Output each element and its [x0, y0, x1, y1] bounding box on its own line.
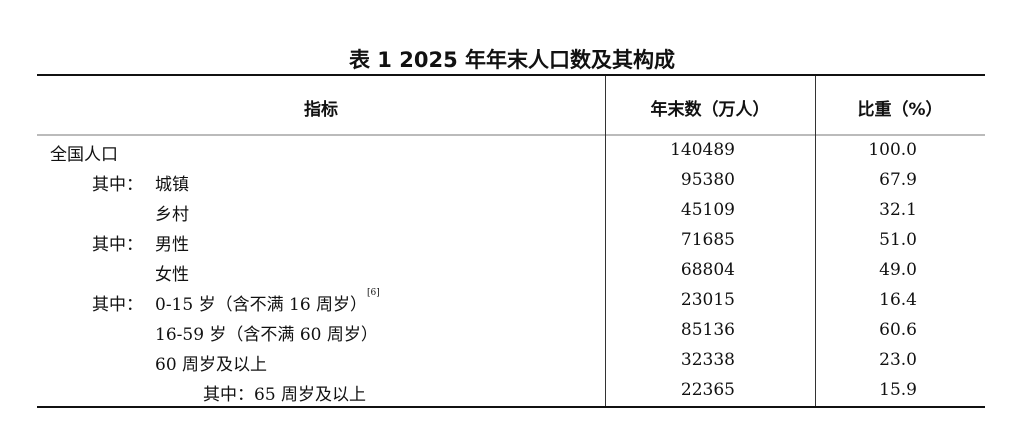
count-cell: 45109 [680, 200, 735, 220]
bottom-rule [37, 406, 985, 408]
top-rule [37, 74, 985, 76]
share-cell: 67.9 [879, 170, 917, 190]
table-row: 其中： 男性 71685 51.0 [0, 230, 1024, 260]
table-row: 全国人口 140489 100.0 [0, 140, 1024, 170]
table-row: 其中：65 周岁及以上 22365 15.9 [0, 380, 1024, 410]
share-cell: 23.0 [879, 350, 917, 370]
count-cell: 140489 [670, 140, 735, 160]
row-label-text: 0-15 岁（含不满 16 周岁） [155, 295, 368, 315]
row-label: 16-59 岁（含不满 60 周岁） [155, 320, 378, 345]
share-cell: 49.0 [879, 260, 917, 280]
table-title: 表 1 2025 年年末人口数及其构成 [349, 48, 675, 72]
count-cell: 95380 [680, 170, 735, 190]
column-divider [605, 76, 606, 406]
count-cell: 23015 [680, 290, 735, 310]
row-label-text: 乡村 [155, 205, 189, 225]
row-label-text: 其中：65 周岁及以上 [203, 385, 367, 405]
row-label: 女性 [155, 260, 189, 285]
row-prefix: 其中： [92, 235, 143, 255]
row-label: 城镇 [155, 170, 189, 195]
row-label: 全国人口 [50, 145, 118, 165]
row-label: 0-15 岁（含不满 16 周岁）[6] [155, 288, 380, 315]
row-label-text: 16-59 岁（含不满 60 周岁） [155, 325, 378, 345]
footnote-marker[interactable]: [6] [367, 288, 380, 298]
count-cell: 71685 [680, 230, 735, 250]
row-label-text: 60 周岁及以上 [155, 355, 268, 375]
table-row: 60 周岁及以上 32338 23.0 [0, 350, 1024, 380]
share-cell: 51.0 [879, 230, 917, 250]
count-cell: 32338 [680, 350, 735, 370]
share-cell: 16.4 [879, 290, 917, 310]
table-row: 其中： 城镇 95380 67.9 [0, 170, 1024, 200]
header-share: 比重（%） [857, 100, 943, 120]
share-cell: 60.6 [879, 320, 917, 340]
header-indicator: 指标 [304, 100, 338, 120]
header-rule [37, 134, 985, 136]
row-label-text: 城镇 [155, 175, 189, 195]
row-label-text: 女性 [155, 265, 189, 285]
row-label: 60 周岁及以上 [155, 350, 267, 375]
row-prefix: 其中： [92, 175, 143, 195]
count-cell: 68804 [680, 260, 735, 280]
table-row: 乡村 45109 32.1 [0, 200, 1024, 230]
count-cell: 22365 [680, 380, 735, 400]
header-count: 年末数（万人） [650, 100, 770, 120]
row-label: 男性 [155, 230, 189, 255]
row-prefix: 其中： [92, 295, 143, 315]
row-label-text: 男性 [155, 235, 189, 255]
column-divider [815, 76, 816, 406]
row-label: 其中：65 周岁及以上 [203, 380, 366, 405]
table-row: 女性 68804 49.0 [0, 260, 1024, 290]
table-row: 其中： 0-15 岁（含不满 16 周岁）[6] 23015 16.4 [0, 288, 1024, 320]
share-cell: 100.0 [868, 140, 917, 160]
count-cell: 85136 [680, 320, 735, 340]
table-row: 16-59 岁（含不满 60 周岁） 85136 60.6 [0, 320, 1024, 350]
share-cell: 32.1 [879, 200, 917, 220]
row-label: 乡村 [155, 200, 189, 225]
share-cell: 15.9 [879, 380, 917, 400]
